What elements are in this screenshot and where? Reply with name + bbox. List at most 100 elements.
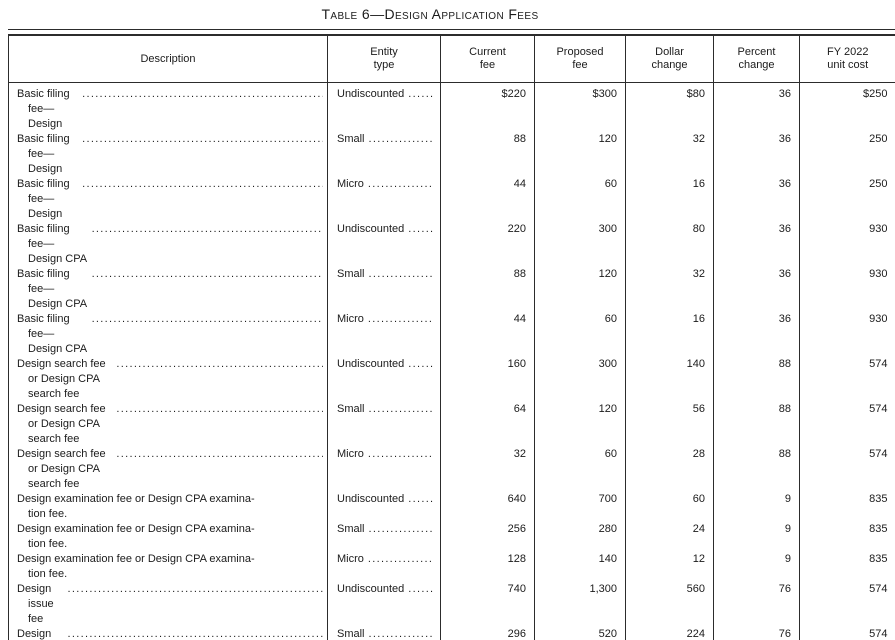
description-cell: Basic filing fee—Design CPA bbox=[8, 222, 328, 267]
row-proposed-fee: 60 bbox=[534, 312, 626, 357]
row-description: Basic filing fee—Design CPA bbox=[17, 223, 88, 265]
entity-type-cell: Small bbox=[327, 522, 441, 552]
row-percent-change: 36 bbox=[713, 222, 800, 267]
dot-leader bbox=[368, 312, 434, 327]
row-current-fee: 296 bbox=[440, 627, 535, 640]
row-current-fee: 88 bbox=[440, 132, 535, 177]
row-fy2022-unit-cost: 835 bbox=[799, 492, 895, 522]
row-fy2022-unit-cost: 250 bbox=[799, 132, 895, 177]
description-cell: Design examination fee or Design CPA exa… bbox=[8, 522, 328, 552]
row-fy2022-unit-cost: 574 bbox=[799, 582, 895, 627]
dot-leader bbox=[368, 177, 434, 192]
table-row: Design issue fee Undiscounted 740 1,300 … bbox=[8, 582, 895, 627]
dot-leader bbox=[408, 492, 434, 507]
entity-type-cell: Micro bbox=[327, 312, 441, 357]
row-fy2022-unit-cost: 930 bbox=[799, 312, 895, 357]
row-entity-type: Micro bbox=[337, 448, 364, 460]
row-description: Design search fee or Design CPA search f… bbox=[17, 358, 106, 400]
row-entity-type: Undiscounted bbox=[337, 583, 405, 595]
dot-leader bbox=[116, 447, 323, 462]
row-dollar-change: 560 bbox=[625, 582, 714, 627]
row-description: Design issue fee bbox=[17, 583, 54, 625]
row-dollar-change: 16 bbox=[625, 312, 714, 357]
row-proposed-fee: 300 bbox=[534, 357, 626, 402]
dot-leader bbox=[92, 222, 323, 237]
table-title: Table 6—Design Application Fees bbox=[321, 6, 539, 22]
row-percent-change: 9 bbox=[713, 552, 800, 582]
row-entity-type: Small bbox=[337, 268, 365, 280]
table-row: Basic filing fee—Design Small 88 120 32 … bbox=[8, 132, 895, 177]
row-proposed-fee: 280 bbox=[534, 522, 626, 552]
row-dollar-change: $80 bbox=[625, 82, 714, 132]
row-fy2022-unit-cost: 574 bbox=[799, 447, 895, 492]
dot-leader bbox=[369, 402, 434, 417]
row-entity-type: Undiscounted bbox=[337, 88, 405, 100]
row-description: Design issue fee bbox=[17, 628, 52, 640]
fee-table: Description Entity type Current fee Prop… bbox=[8, 29, 895, 640]
dot-leader bbox=[369, 132, 434, 147]
row-dollar-change: 80 bbox=[625, 222, 714, 267]
row-fy2022-unit-cost: 250 bbox=[799, 177, 895, 222]
row-proposed-fee: 120 bbox=[534, 267, 626, 312]
dot-leader bbox=[408, 582, 434, 597]
table-row: Design search fee or Design CPA search f… bbox=[8, 357, 895, 402]
row-entity-type: Undiscounted bbox=[337, 358, 405, 370]
row-current-fee: 256 bbox=[440, 522, 535, 552]
row-current-fee: 44 bbox=[440, 177, 535, 222]
dot-leader bbox=[408, 87, 434, 102]
entity-type-cell: Small bbox=[327, 627, 441, 640]
column-header-description: Description bbox=[8, 35, 328, 83]
dot-leader bbox=[369, 522, 434, 537]
row-proposed-fee: 60 bbox=[534, 447, 626, 492]
row-proposed-fee: 300 bbox=[534, 222, 626, 267]
row-dollar-change: 32 bbox=[625, 132, 714, 177]
description-cell: Basic filing fee—Design bbox=[8, 132, 328, 177]
dot-leader bbox=[408, 357, 434, 372]
row-percent-change: 9 bbox=[713, 492, 800, 522]
row-proposed-fee: 1,300 bbox=[534, 582, 626, 627]
row-dollar-change: 56 bbox=[625, 402, 714, 447]
dot-leader bbox=[408, 222, 434, 237]
row-proposed-fee: 700 bbox=[534, 492, 626, 522]
description-cell: Design search fee or Design CPA search f… bbox=[8, 447, 328, 492]
entity-type-cell: Undiscounted bbox=[327, 82, 441, 132]
column-header-current-fee: Current fee bbox=[440, 35, 535, 83]
entity-type-cell: Micro bbox=[327, 177, 441, 222]
row-percent-change: 36 bbox=[713, 177, 800, 222]
row-current-fee: 640 bbox=[440, 492, 535, 522]
row-current-fee: 160 bbox=[440, 357, 535, 402]
dot-leader bbox=[368, 552, 434, 567]
description-cell: Design examination fee or Design CPA exa… bbox=[8, 492, 328, 522]
row-dollar-change: 12 bbox=[625, 552, 714, 582]
description-cell: Design issue fee bbox=[8, 627, 328, 640]
row-proposed-fee: 120 bbox=[534, 132, 626, 177]
row-current-fee: 44 bbox=[440, 312, 535, 357]
design-application-fees-table: Description Entity type Current fee Prop… bbox=[8, 34, 895, 640]
row-current-fee: 64 bbox=[440, 402, 535, 447]
entity-type-cell: Small bbox=[327, 132, 441, 177]
row-description: Basic filing fee—Design CPA bbox=[17, 313, 88, 355]
row-current-fee: 128 bbox=[440, 552, 535, 582]
row-fy2022-unit-cost: 574 bbox=[799, 402, 895, 447]
entity-type-cell: Undiscounted bbox=[327, 582, 441, 627]
row-percent-change: 76 bbox=[713, 627, 800, 640]
entity-type-cell: Small bbox=[327, 267, 441, 312]
row-dollar-change: 224 bbox=[625, 627, 714, 640]
row-description: Design examination fee or Design CPA exa… bbox=[17, 523, 255, 550]
row-entity-type: Small bbox=[337, 403, 365, 415]
table-row: Design examination fee or Design CPA exa… bbox=[8, 522, 895, 552]
column-header-dollar-change: Dollar change bbox=[625, 35, 714, 83]
row-description: Design examination fee or Design CPA exa… bbox=[17, 493, 255, 520]
row-description: Basic filing fee—Design bbox=[17, 133, 70, 175]
dot-leader bbox=[82, 177, 323, 192]
table-row: Basic filing fee—Design CPA Small 88 120… bbox=[8, 267, 895, 312]
row-percent-change: 9 bbox=[713, 522, 800, 552]
dot-leader bbox=[92, 312, 323, 327]
row-percent-change: 76 bbox=[713, 582, 800, 627]
table-top-rule bbox=[8, 29, 895, 34]
row-fy2022-unit-cost: 574 bbox=[799, 357, 895, 402]
description-cell: Design search fee or Design CPA search f… bbox=[8, 402, 328, 447]
row-proposed-fee: $300 bbox=[534, 82, 626, 132]
row-entity-type: Micro bbox=[337, 313, 364, 325]
